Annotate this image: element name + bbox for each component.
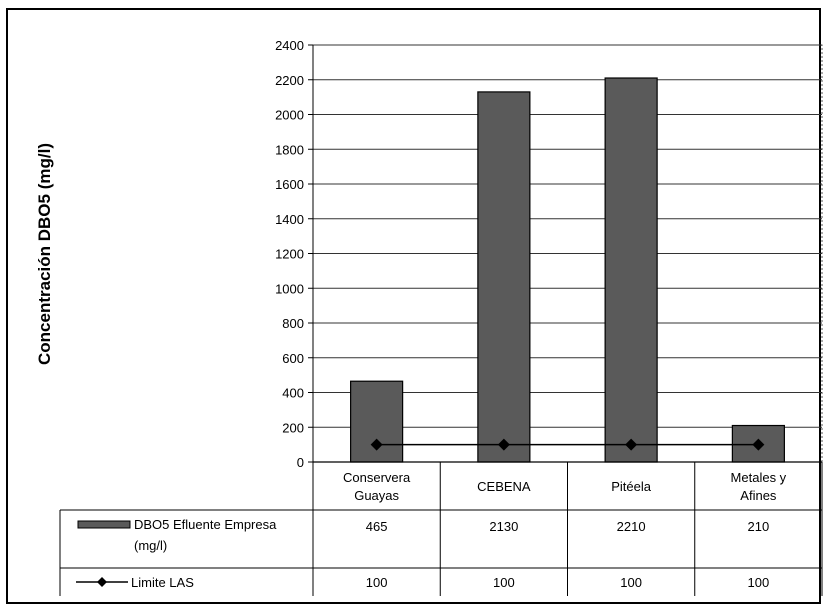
x-tick-label: Conservera — [343, 470, 411, 485]
x-tick-label: Pitéela — [611, 479, 652, 494]
y-tick-label: 2200 — [275, 73, 304, 88]
data-table-value: 100 — [748, 575, 770, 590]
y-tick-label: 600 — [282, 351, 304, 366]
y-tick-label: 2000 — [275, 108, 304, 123]
x-tick-label: CEBENA — [477, 479, 531, 494]
data-table-value: 2130 — [489, 519, 518, 534]
data-table-value: 100 — [493, 575, 515, 590]
x-tick-label: Guayas — [354, 488, 399, 503]
legend-label: Limite LAS — [131, 575, 194, 590]
y-tick-label: 2400 — [275, 38, 304, 53]
data-table-value: 100 — [366, 575, 388, 590]
data-table-value: 100 — [620, 575, 642, 590]
y-tick-label: 1600 — [275, 177, 304, 192]
y-tick-label: 200 — [282, 420, 304, 435]
line-point-marker — [625, 438, 638, 451]
legend-label: (mg/l) — [134, 538, 167, 553]
y-axis-label: Concentración DBO5 (mg/l) — [35, 143, 54, 365]
y-tick-label: 400 — [282, 386, 304, 401]
chart-frame — [6, 8, 821, 604]
line-point-marker — [752, 438, 765, 451]
line-point-marker — [370, 438, 383, 451]
legend-label: DBO5 Efluente Empresa — [134, 517, 277, 532]
y-tick-label: 1200 — [275, 247, 304, 262]
y-tick-label: 800 — [282, 316, 304, 331]
data-table-value: 2210 — [617, 519, 646, 534]
x-tick-label: Afines — [740, 488, 777, 503]
y-tick-label: 1000 — [275, 281, 304, 296]
bar — [477, 91, 531, 463]
y-tick-label: 0 — [297, 455, 304, 470]
line-point-marker — [497, 438, 510, 451]
x-tick-label: Metales y — [731, 470, 787, 485]
data-table-value: 465 — [366, 519, 388, 534]
legend-swatch-bar — [77, 520, 131, 529]
bar — [604, 77, 658, 463]
y-tick-label: 1800 — [275, 142, 304, 157]
y-tick-label: 1400 — [275, 212, 304, 227]
legend-swatch-marker — [97, 577, 107, 587]
data-table-value: 210 — [748, 519, 770, 534]
